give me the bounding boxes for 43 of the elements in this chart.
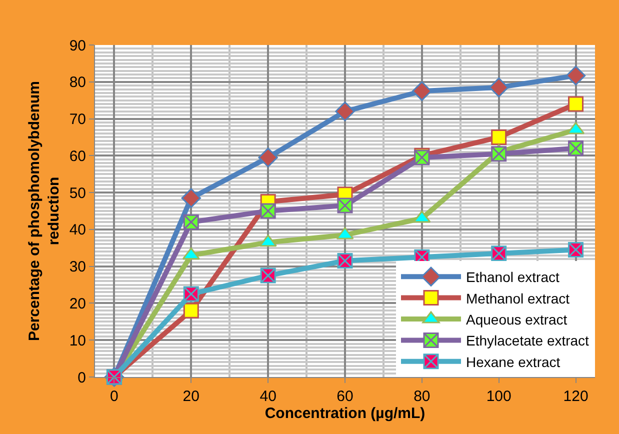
point [568,96,584,112]
y-tick-label: 80 [69,74,86,92]
point [183,302,199,318]
y-tick-label: 0 [78,369,86,386]
point [183,214,199,230]
point [260,203,276,219]
x-tick-label: 120 [563,388,588,405]
x-axis-title: Concentration (µg/mL) [264,405,426,422]
point [491,146,507,162]
y-tick-label: 50 [69,184,86,202]
y-axis-title: Percentage of phosphomolybdenum reduction [26,80,63,342]
point [568,242,584,258]
point [489,78,509,98]
y-tick-label: 60 [69,148,86,165]
x-tick-label: 40 [260,388,276,405]
y-tick-label: 30 [69,258,86,276]
x-tick-label: 60 [336,388,354,405]
point [260,268,276,284]
point [412,81,432,101]
x-tick-label: 80 [414,388,430,405]
legend-label: Methanol extract [466,290,570,306]
point [491,129,507,145]
point [337,198,353,214]
y-tick-label: 40 [69,222,86,239]
point [568,140,584,156]
x-tick-label: 100 [486,388,512,405]
legend-label: Hexane extract [466,354,560,370]
point [183,286,199,302]
y-tick-label: 20 [69,295,86,312]
x-tick-label: 20 [182,388,200,405]
legend-label: Aqueous extract [466,311,568,328]
x-tick-label: 0 [110,388,118,405]
legend-label: Ethylacetate extract [466,332,590,349]
y-tick-label: 90 [69,37,86,54]
point [258,148,278,168]
y-tick-label: 70 [69,111,86,128]
y-tick-label: 10 [69,332,86,350]
point [491,246,507,262]
point [181,188,201,208]
point [335,102,355,122]
legend-label: Ethanol extract [466,269,560,286]
point [566,66,586,86]
point [337,253,353,269]
